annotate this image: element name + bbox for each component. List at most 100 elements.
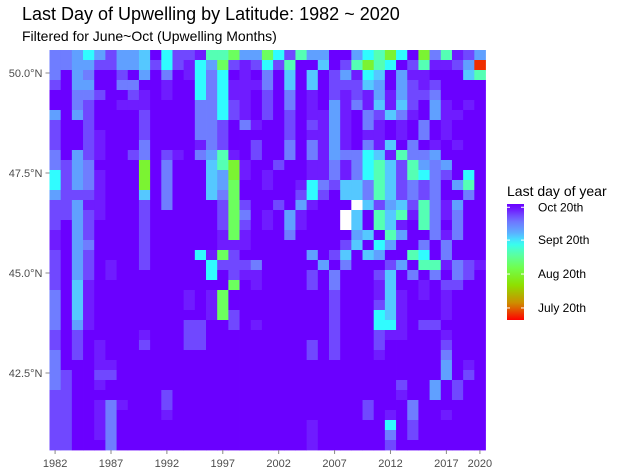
heatmap-cell	[407, 80, 419, 91]
heatmap-cell	[317, 280, 330, 291]
heatmap-cell	[94, 170, 106, 181]
heatmap-cell	[228, 190, 240, 201]
heatmap-cell	[194, 250, 207, 261]
heatmap-cell	[407, 200, 419, 211]
heatmap-cell	[384, 330, 397, 341]
heatmap-cell	[273, 140, 285, 151]
heatmap-cell	[172, 390, 185, 401]
heatmap-cell	[138, 410, 151, 421]
heatmap-cell	[105, 240, 117, 251]
heatmap-cell	[396, 220, 408, 231]
heatmap-cell	[463, 200, 475, 211]
heatmap-cell	[463, 250, 475, 261]
heatmap-cell	[474, 440, 486, 451]
heatmap-cell	[49, 70, 62, 81]
heatmap-cell	[83, 340, 95, 351]
heatmap-cell	[183, 160, 196, 171]
heatmap-cell	[217, 230, 229, 241]
heatmap-cell	[49, 230, 62, 241]
heatmap-cell	[150, 300, 162, 311]
heatmap-cell	[273, 130, 285, 141]
heatmap-cell	[150, 210, 162, 221]
heatmap-cell	[217, 170, 229, 181]
heatmap-cell	[49, 200, 62, 211]
heatmap-cell	[306, 250, 319, 261]
heatmap-cell	[440, 80, 453, 91]
heatmap-cell	[172, 200, 185, 211]
heatmap-cell	[429, 310, 442, 321]
heatmap-cell	[183, 250, 196, 261]
heatmap-cell	[440, 280, 453, 291]
heatmap-cell	[351, 420, 363, 431]
heatmap-cell	[306, 120, 319, 131]
heatmap-cell	[194, 240, 207, 251]
heatmap-cell	[71, 270, 84, 281]
heatmap-cell	[306, 360, 319, 371]
heatmap-cell	[463, 70, 475, 81]
heatmap-cell	[306, 410, 319, 421]
heatmap-cell	[440, 160, 453, 171]
heatmap-cell	[451, 50, 464, 61]
heatmap-cell	[206, 170, 218, 181]
heatmap-cell	[94, 70, 106, 81]
heatmap-cell	[362, 380, 375, 391]
heatmap-cell	[150, 100, 162, 111]
heatmap-cell	[250, 130, 263, 141]
heatmap-cell	[150, 60, 162, 71]
heatmap-cell	[127, 320, 140, 331]
heatmap-cell	[94, 160, 106, 171]
heatmap-cell	[161, 440, 173, 451]
heatmap-cell	[440, 420, 453, 431]
heatmap-cell	[183, 440, 196, 451]
heatmap-cell	[239, 180, 252, 191]
heatmap-cell	[351, 100, 363, 111]
heatmap-cell	[440, 410, 453, 421]
heatmap-cell	[362, 130, 375, 141]
heatmap-cell	[83, 430, 95, 441]
heatmap-cell	[340, 90, 352, 101]
heatmap-cell	[362, 50, 375, 61]
heatmap-cell	[396, 80, 408, 91]
heatmap-cell	[49, 350, 62, 361]
heatmap-cell	[228, 80, 240, 91]
heatmap-cell	[429, 280, 442, 291]
heatmap-cell	[172, 210, 185, 221]
heatmap-cell	[373, 50, 386, 61]
heatmap-cell	[138, 320, 151, 331]
heatmap-cell	[261, 100, 274, 111]
heatmap-cell	[273, 60, 285, 71]
heatmap-cell	[440, 390, 453, 401]
heatmap-cell	[206, 310, 218, 321]
heatmap-cell	[183, 300, 196, 311]
heatmap-cell	[451, 150, 464, 161]
heatmap-cell	[60, 130, 73, 141]
heatmap-cell	[172, 130, 185, 141]
heatmap-cell	[295, 300, 308, 311]
heatmap-cell	[60, 50, 73, 61]
heatmap-cell	[83, 110, 95, 121]
heatmap-cell	[463, 440, 475, 451]
heatmap-cell	[373, 330, 386, 341]
heatmap-cell	[317, 410, 330, 421]
heatmap-cell	[429, 290, 442, 301]
heatmap-cell	[295, 360, 308, 371]
heatmap-cell	[116, 100, 129, 111]
heatmap-cell	[49, 320, 62, 331]
heatmap-cell	[463, 280, 475, 291]
heatmap-cell	[418, 230, 431, 241]
heatmap-cell	[228, 300, 240, 311]
heatmap-cell	[295, 270, 308, 281]
x-tick-label: 1997	[211, 458, 235, 470]
heatmap-cell	[384, 150, 397, 161]
heatmap-cell	[150, 310, 162, 321]
heatmap-cell	[138, 110, 151, 121]
heatmap-cell	[105, 360, 117, 371]
heatmap-cell	[105, 170, 117, 181]
heatmap-cell	[71, 230, 84, 241]
heatmap-cell	[340, 170, 352, 181]
heatmap-cell	[340, 410, 352, 421]
heatmap-cell	[138, 120, 151, 131]
heatmap-cell	[172, 290, 185, 301]
heatmap-cell	[362, 400, 375, 411]
heatmap-cell	[396, 260, 408, 271]
